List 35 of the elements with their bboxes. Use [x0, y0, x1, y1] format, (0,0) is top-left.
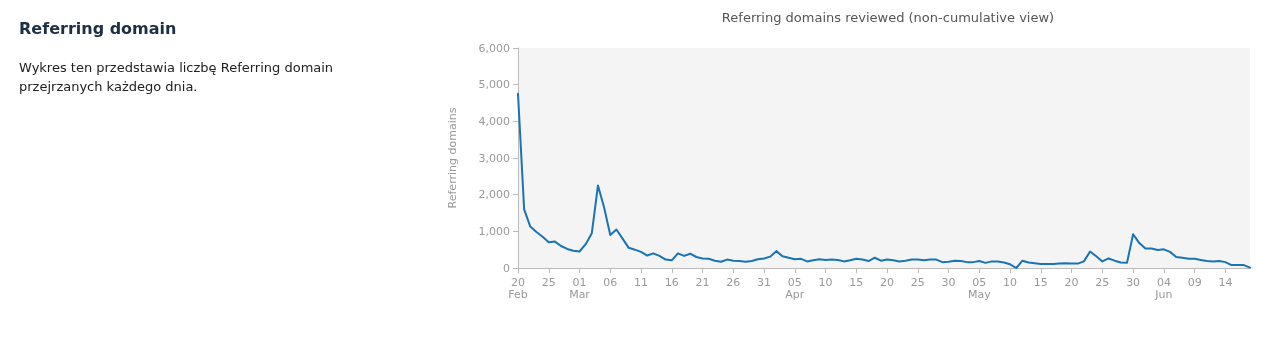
y-tick-label: 6,000	[478, 41, 510, 55]
y-axis-title: Referring domains	[446, 107, 459, 209]
x-tick-label: 14	[1218, 275, 1233, 289]
x-tick-label: 15	[849, 275, 864, 289]
y-tick-label: 2,000	[478, 188, 510, 202]
x-tick-label: 25	[541, 275, 556, 289]
x-tick-label: 20	[880, 275, 895, 289]
y-tick-label: 4,000	[478, 114, 510, 128]
x-tick-label: 11	[634, 275, 649, 289]
x-tick-label: 21	[695, 275, 710, 289]
x-tick-label: 05 Apr	[785, 275, 805, 301]
y-tick-label: 0	[503, 261, 510, 275]
y-tick-label: 5,000	[478, 78, 510, 92]
x-tick-label: 06	[603, 275, 618, 289]
x-tick-label: 10	[818, 275, 833, 289]
x-tick-label: 30	[1126, 275, 1141, 289]
y-tick-label: 1,000	[478, 224, 510, 238]
x-tick-label: 09	[1187, 275, 1202, 289]
x-tick-label: 25	[910, 275, 925, 289]
x-tick-label: 31	[757, 275, 772, 289]
x-tick-label: 04 Jun	[1154, 275, 1173, 301]
x-tick-label: 30	[941, 275, 956, 289]
x-tick-label: 15	[1033, 275, 1048, 289]
x-tick-label: 10	[1003, 275, 1018, 289]
x-tick-label: 25	[1095, 275, 1110, 289]
x-tick-label: 05 May	[967, 275, 992, 301]
text: Wykres ten przedstawia liczbę Referring domain przejrzanych każdego dnia.	[19, 59, 335, 96]
x-tick-label: 20	[1064, 275, 1079, 289]
chart-title: Referring domains reviewed (non-cumulative view)	[721, 10, 1055, 25]
y-tick-label: 3,000	[478, 151, 510, 165]
x-tick-label: 16	[664, 275, 679, 289]
x-tick-label: 01 Mar	[569, 275, 591, 301]
x-tick-label: 26	[726, 275, 741, 289]
x-tick-label: 20 Feb	[508, 275, 528, 301]
text: Referring domain	[19, 19, 178, 38]
